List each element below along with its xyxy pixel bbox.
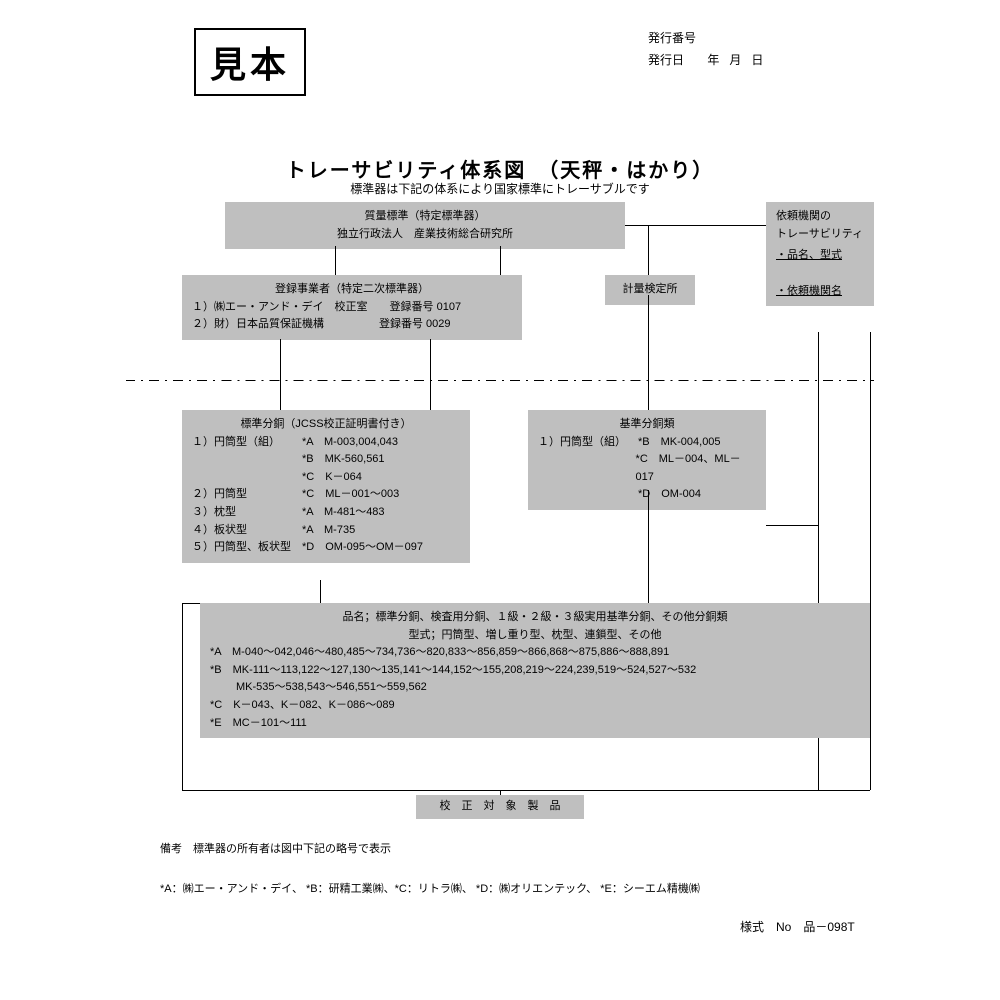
- box-registrar: 登録事業者（特定二次標準器） １）㈱エー・アンド・デイ 校正室 登録番号 010…: [182, 275, 522, 340]
- connector: [182, 790, 870, 791]
- diagram-subtitle: 標準器は下記の体系により国家標準にトレーサブルです: [0, 180, 1000, 197]
- note-legend: *A：㈱エー・アンド・デイ、 *B：研精工業㈱、*C：リトラ㈱、 *D：㈱オリエ…: [160, 880, 700, 896]
- box-reference-weight: 基準分銅類 １）円筒型（組）*B MK-004,005 *C ML－004、ML…: [528, 410, 766, 510]
- box-calibration-target: 校 正 対 象 製 品: [416, 795, 584, 819]
- issue-date-line: 発行日 年 月 日: [648, 50, 763, 72]
- issue-no-label: 発行番号: [648, 28, 763, 50]
- box-request-org: 依頼機関の トレーサビリティ ・品名、型式 ・依頼機関名: [766, 202, 874, 306]
- connector: [320, 580, 321, 603]
- connector: [500, 246, 501, 275]
- connector: [335, 246, 336, 275]
- connector: [280, 339, 281, 410]
- box-standard-weight: 標準分銅（JCSS校正証明書付き） １）円筒型（組）*A M-003,004,0…: [182, 410, 470, 563]
- connector: [648, 295, 649, 410]
- form-number: 様式 No 品－098T: [740, 918, 855, 935]
- dash-dot-divider: [126, 380, 874, 381]
- box-inspection: 計量検定所: [605, 275, 695, 305]
- box-mass-standard: 質量標準（特定標準器） 独立行政法人 産業技術総合研究所: [225, 202, 625, 249]
- box-products: 品名；標準分銅、検査用分銅、１級・２級・３級実用基準分銅、その他分銅類 型式；円…: [200, 603, 870, 738]
- connector: [625, 225, 766, 226]
- connector: [648, 225, 649, 275]
- note-remark: 備考 標準器の所有者は図中下記の略号で表示: [160, 840, 391, 856]
- connector: [182, 603, 200, 604]
- connector: [648, 490, 649, 603]
- connector: [766, 525, 818, 526]
- header-info: 発行番号 発行日 年 月 日: [648, 28, 763, 71]
- sample-stamp: 見本: [194, 28, 306, 96]
- connector: [430, 339, 431, 410]
- connector: [870, 332, 871, 790]
- diagram-title: トレーサビリティ体系図 （天秤・はかり）: [0, 154, 1000, 183]
- connector: [182, 603, 183, 790]
